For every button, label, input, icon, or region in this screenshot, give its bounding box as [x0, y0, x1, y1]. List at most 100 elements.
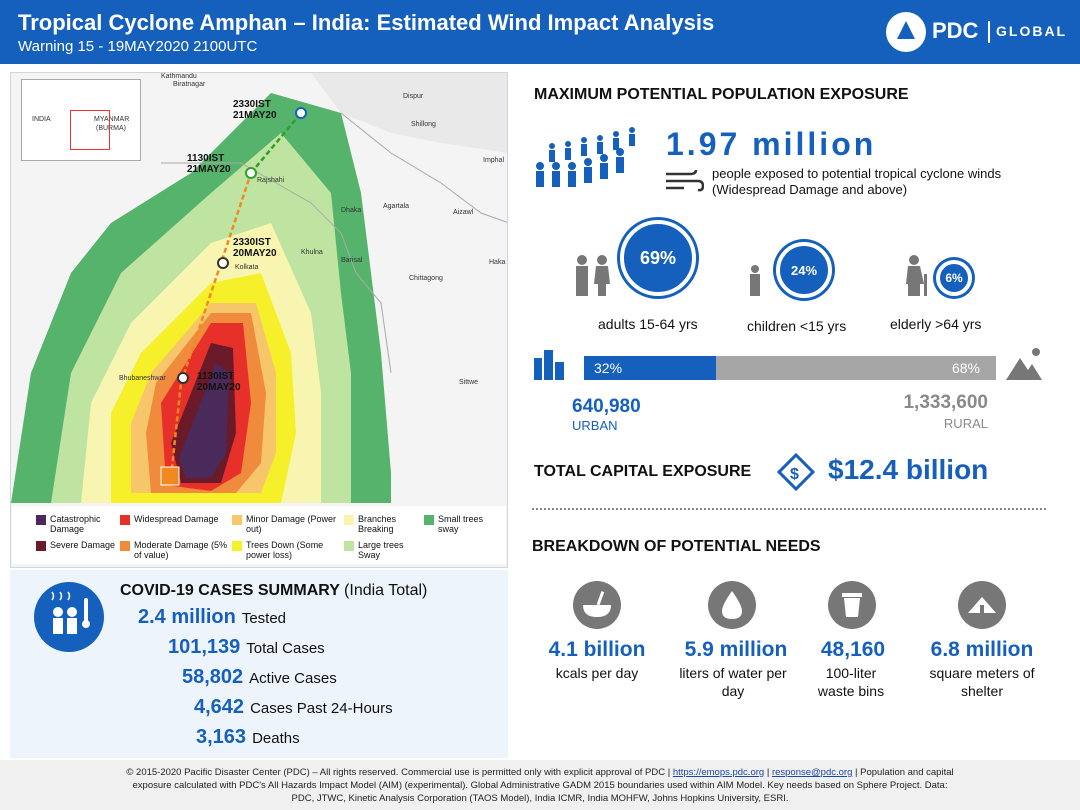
pdc-logo-icon	[886, 12, 926, 52]
legend-swatch	[344, 541, 354, 551]
emops-link[interactable]: https://emops.pdc.org	[672, 767, 765, 778]
track-point-icon[interactable]	[295, 107, 307, 119]
covid-stat-row: 4,642 Cases Past 24-Hours	[194, 696, 393, 718]
legend-item: Large trees Sway	[344, 540, 420, 560]
legend-swatch	[36, 541, 46, 551]
place-label: Aizawl	[453, 209, 474, 216]
header-banner: Tropical Cyclone Amphan – India: Estimat…	[0, 0, 1080, 64]
exposure-description-sub: (Widespread Damage and above)	[712, 182, 908, 197]
urban-bar-fill	[584, 356, 716, 380]
food-label: kcals per day	[555, 665, 639, 681]
inset-label: (BURMA)	[96, 125, 126, 132]
elderly-icon	[898, 254, 932, 298]
response-email-link[interactable]: response@pdc.org	[771, 767, 853, 778]
footer-line: © 2015-2020 Pacific Disaster Center (PDC…	[126, 767, 954, 778]
waste-bins-label: 100-liter waste bins	[817, 665, 885, 699]
place-label: Rajshahi	[257, 177, 285, 184]
exposure-description: people exposed to potential tropical cyc…	[712, 166, 1002, 181]
rural-value: 1,333,600	[903, 392, 988, 413]
inset-label: INDIA	[32, 116, 51, 123]
legend-item: Moderate Damage (5% of value)	[120, 540, 234, 560]
legend-swatch	[424, 515, 434, 525]
place-label: Chittagong	[409, 275, 443, 282]
legend-item: Catastrophic Damage	[36, 514, 126, 534]
shelter-value: 6.8 million	[930, 638, 1034, 661]
map-graphic	[11, 73, 507, 567]
track-label: 1130IST 20MAY20	[197, 371, 241, 393]
place-label: Shillong	[411, 121, 436, 128]
storm-position-marker[interactable]	[160, 466, 180, 486]
water-value: 5.9 million	[684, 638, 788, 661]
waste-bins-value: 48,160	[820, 638, 886, 661]
covid-stat-row: 58,802 Active Cases	[182, 666, 337, 688]
place-label: Khulna	[301, 249, 323, 256]
legend-swatch	[120, 515, 130, 525]
footer-line: PDC, JTWC, Kinetic Analysis Corporation …	[291, 793, 789, 804]
pdc-logo-text: PDC	[932, 18, 979, 43]
urban-rural-bar: 32% 68%	[584, 356, 996, 380]
inset-label: MYANMAR	[94, 116, 130, 123]
legend-item: Branches Breaking	[344, 514, 414, 534]
track-label: 2330IST 20MAY20	[233, 237, 277, 259]
locator-inset-map: INDIA MYANMAR (BURMA)	[21, 79, 141, 161]
warning-subtitle: Warning 15 - 19MAY2020 2100UTC	[18, 38, 258, 55]
covid-stat-row: 101,139 Total Cases	[168, 636, 325, 658]
rural-percent: 68%	[951, 360, 980, 376]
place-label: Sittwe	[459, 379, 479, 386]
waste-bin-icon	[828, 581, 876, 629]
place-label: Imphal	[483, 157, 505, 164]
legend-item: Widespread Damage	[120, 514, 226, 525]
place-label: Dhaka	[341, 207, 362, 214]
capital-section-title: TOTAL CAPITAL EXPOSURE	[534, 463, 752, 480]
track-point-icon[interactable]	[217, 257, 229, 269]
track-label: 1130IST 21MAY20	[187, 153, 231, 175]
place-label: Kolkata	[235, 264, 259, 271]
forecast-track-orange	[169, 172, 253, 478]
place-label: Biratnagar	[173, 81, 206, 88]
covid-summary-panel: COVID-19 CASES SUMMARY (India Total) 2.4…	[10, 570, 508, 758]
place-label: Kathmandu	[161, 73, 197, 80]
legend-swatch	[120, 541, 130, 551]
exposure-section-title: MAXIMUM POTENTIAL POPULATION EXPOSURE	[534, 86, 909, 103]
adults-label: adults 15-64 yrs	[598, 316, 698, 332]
legend-item: Minor Damage (Power out)	[232, 514, 346, 534]
place-label: Dispur	[403, 93, 424, 100]
urban-value: 640,980	[572, 396, 641, 417]
footer-credits: © 2015-2020 Pacific Disaster Center (PDC…	[0, 760, 1080, 810]
covid-stat-row: 3,163 Deaths	[196, 726, 300, 748]
place-label: Agartala	[383, 203, 410, 210]
track-label: 2330IST 21MAY20	[233, 99, 277, 121]
track-point-icon[interactable]	[245, 167, 257, 179]
population-crowd-icon	[532, 122, 644, 192]
place-label: Haka	[489, 259, 506, 266]
legend-swatch	[344, 515, 354, 525]
legend-item: Trees Down (Some power loss)	[232, 540, 350, 560]
capital-value: $12.4 billion	[828, 454, 989, 485]
elderly-percent-badge: 6%	[936, 260, 972, 296]
svg-text:$: $	[790, 466, 799, 483]
urban-label: URBAN	[572, 418, 618, 433]
wind-icon	[664, 168, 705, 194]
urban-percent: 32%	[594, 360, 623, 376]
children-percent-badge: 24%	[776, 242, 832, 298]
legend-item: Small trees sway	[424, 514, 498, 534]
legend-swatch	[36, 515, 46, 525]
logo-divider	[988, 21, 990, 43]
water-label: liters of water per day	[679, 665, 787, 699]
rural-label: RURAL	[943, 416, 988, 431]
track-point-icon[interactable]	[177, 372, 189, 384]
forecast-track-green	[250, 112, 302, 174]
section-divider	[532, 508, 1046, 510]
wind-impact-map[interactable]: INDIA MYANMAR (BURMA) Kathmandu Biratnag…	[10, 72, 508, 568]
legend-swatch	[232, 515, 242, 525]
legend-swatch	[232, 541, 242, 551]
food-value: 4.1 billion	[548, 638, 646, 661]
pdc-logo[interactable]: PDC GLOBAL	[886, 12, 1066, 52]
inset-extent-box	[70, 110, 110, 150]
adults-percent-badge: 69%	[620, 220, 696, 296]
page-title: Tropical Cyclone Amphan – India: Estimat…	[18, 10, 715, 35]
money-icon: $	[776, 452, 816, 492]
pdc-global-text: GLOBAL	[996, 23, 1068, 39]
legend-item: Severe Damage	[36, 540, 126, 551]
adults-icon	[572, 254, 612, 298]
